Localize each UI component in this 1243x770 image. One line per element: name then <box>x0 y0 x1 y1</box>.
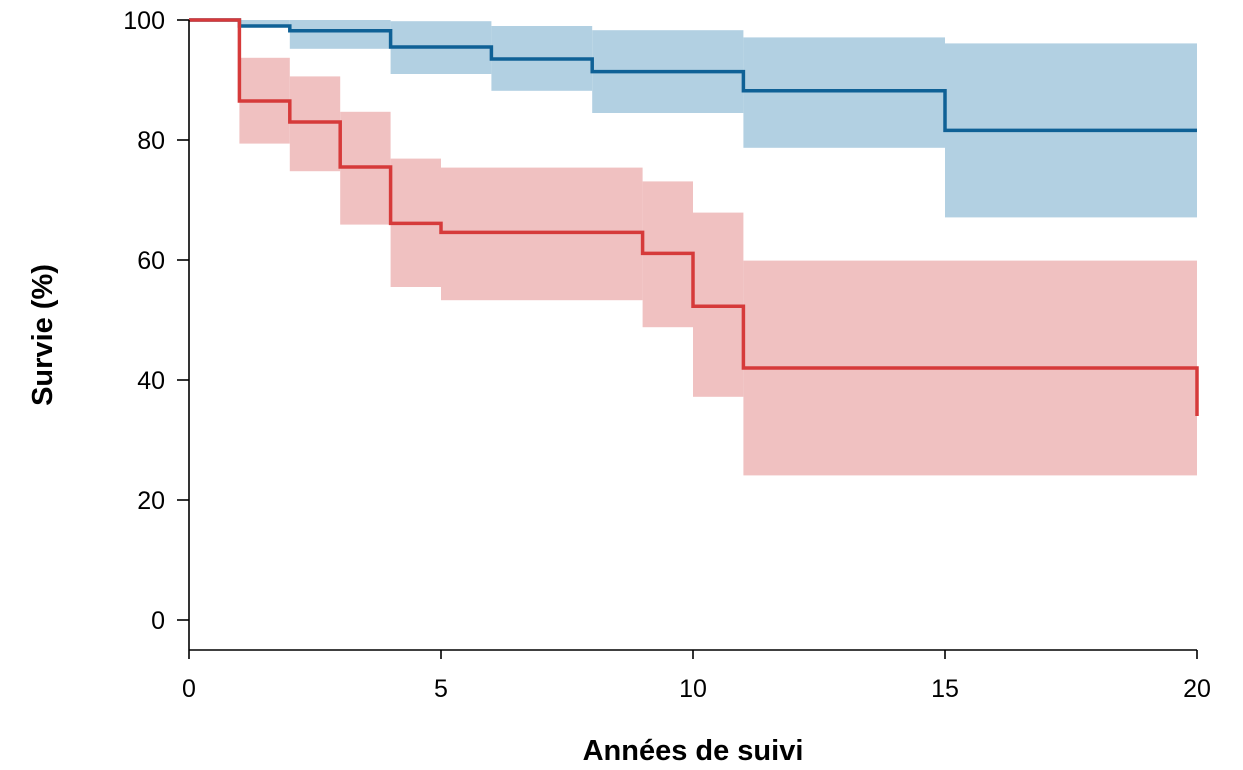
survival-curve-series-1 <box>189 18 1197 133</box>
y-tick-label: 100 <box>123 7 165 35</box>
ci-band-series-1-step-2 <box>239 20 290 26</box>
x-tick-label: 20 <box>1183 675 1211 703</box>
y-tick-label: 0 <box>151 607 165 635</box>
x-tick-label: 0 <box>182 675 196 703</box>
y-tick-label: 80 <box>137 127 165 155</box>
y-axis-title: Survie (%) <box>27 264 59 406</box>
y-tick-label: 20 <box>137 487 165 515</box>
x-tick-label: 10 <box>679 675 707 703</box>
survival-curve-series-2 <box>189 18 1199 416</box>
x-tick-label: 5 <box>434 675 448 703</box>
x-tick-label: 15 <box>931 675 959 703</box>
ci-band-series-2-step-3 <box>289 76 341 172</box>
confidence-bands <box>239 20 1197 476</box>
y-tick-label: 40 <box>137 367 165 395</box>
ci-band-series-1-step-7 <box>743 37 945 148</box>
survival-curves <box>189 18 1199 416</box>
ci-band-series-1-step-3 <box>289 20 391 49</box>
x-axis-ticks: 0 5 10 15 20 <box>182 650 1211 703</box>
y-tick-label: 60 <box>137 247 165 275</box>
y-axis-ticks: 0 20 40 60 80 100 <box>123 7 189 635</box>
x-axis-title: Années de suivi <box>583 735 804 767</box>
axes: 0 5 10 15 20 0 20 40 60 80 100 <box>123 7 1211 703</box>
